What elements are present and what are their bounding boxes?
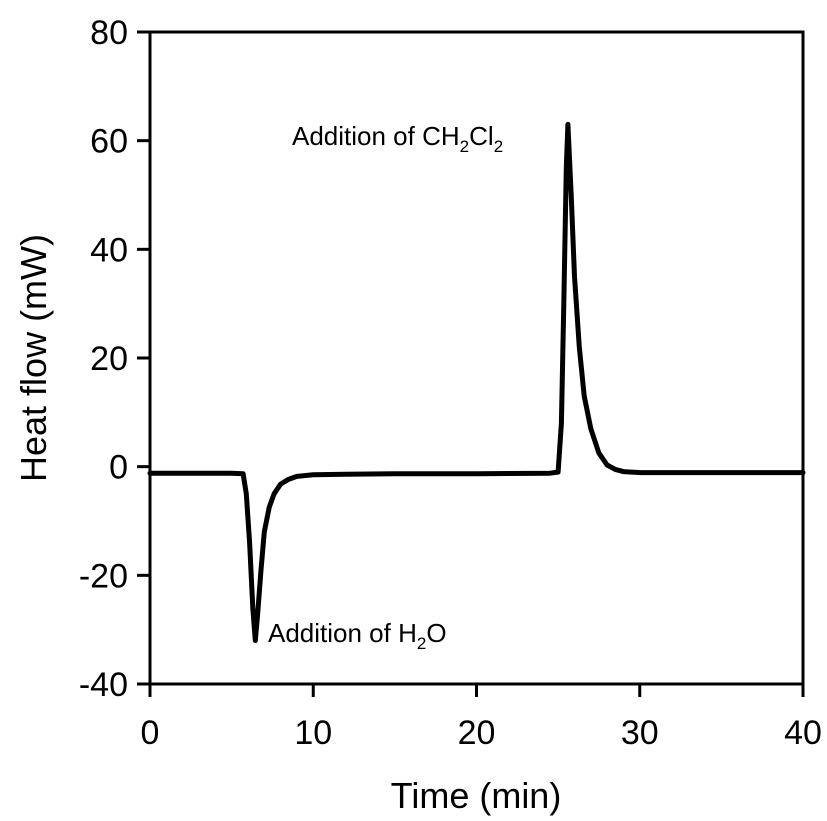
annotation-h2o: Addition of H2O [268,618,447,653]
y-tick-label: -20 [79,557,128,595]
x-tick-label: 0 [141,714,160,752]
y-tick-label: 40 [90,231,128,269]
x-tick-label: 40 [784,714,822,752]
y-axis-title: Heat flow (mW) [13,234,54,482]
series-line-heat-flow [147,121,806,643]
y-tick-label: 60 [90,123,128,161]
annotation-h2o-sub1: 2 [417,634,426,653]
annotation-ch2cl2: Addition of CH2Cl2 [292,121,503,156]
annotation-ch2cl2-sub2: 2 [494,137,503,156]
y-tick-label: 80 [90,14,128,52]
y-tick-label: -40 [79,666,128,704]
annotation-ch2cl2-mid: Cl [469,121,494,151]
y-tick-label: 20 [90,340,128,378]
x-tick-label: 30 [621,714,659,752]
y-tick-label: 0 [109,449,128,487]
x-tick-label: 20 [458,714,496,752]
annotation-ch2cl2-text: Addition of CH [292,121,460,151]
annotation-h2o-mid: O [426,618,446,648]
x-tick-label: 10 [294,714,332,752]
x-axis-title: Time (min) [391,775,562,816]
x-axis-ticks: 0 10 20 30 40 [141,684,822,752]
y-axis-ticks: -40 -20 0 20 40 60 80 [79,14,150,704]
annotation-ch2cl2-sub1: 2 [460,137,469,156]
annotation-h2o-text: Addition of H [268,618,417,648]
